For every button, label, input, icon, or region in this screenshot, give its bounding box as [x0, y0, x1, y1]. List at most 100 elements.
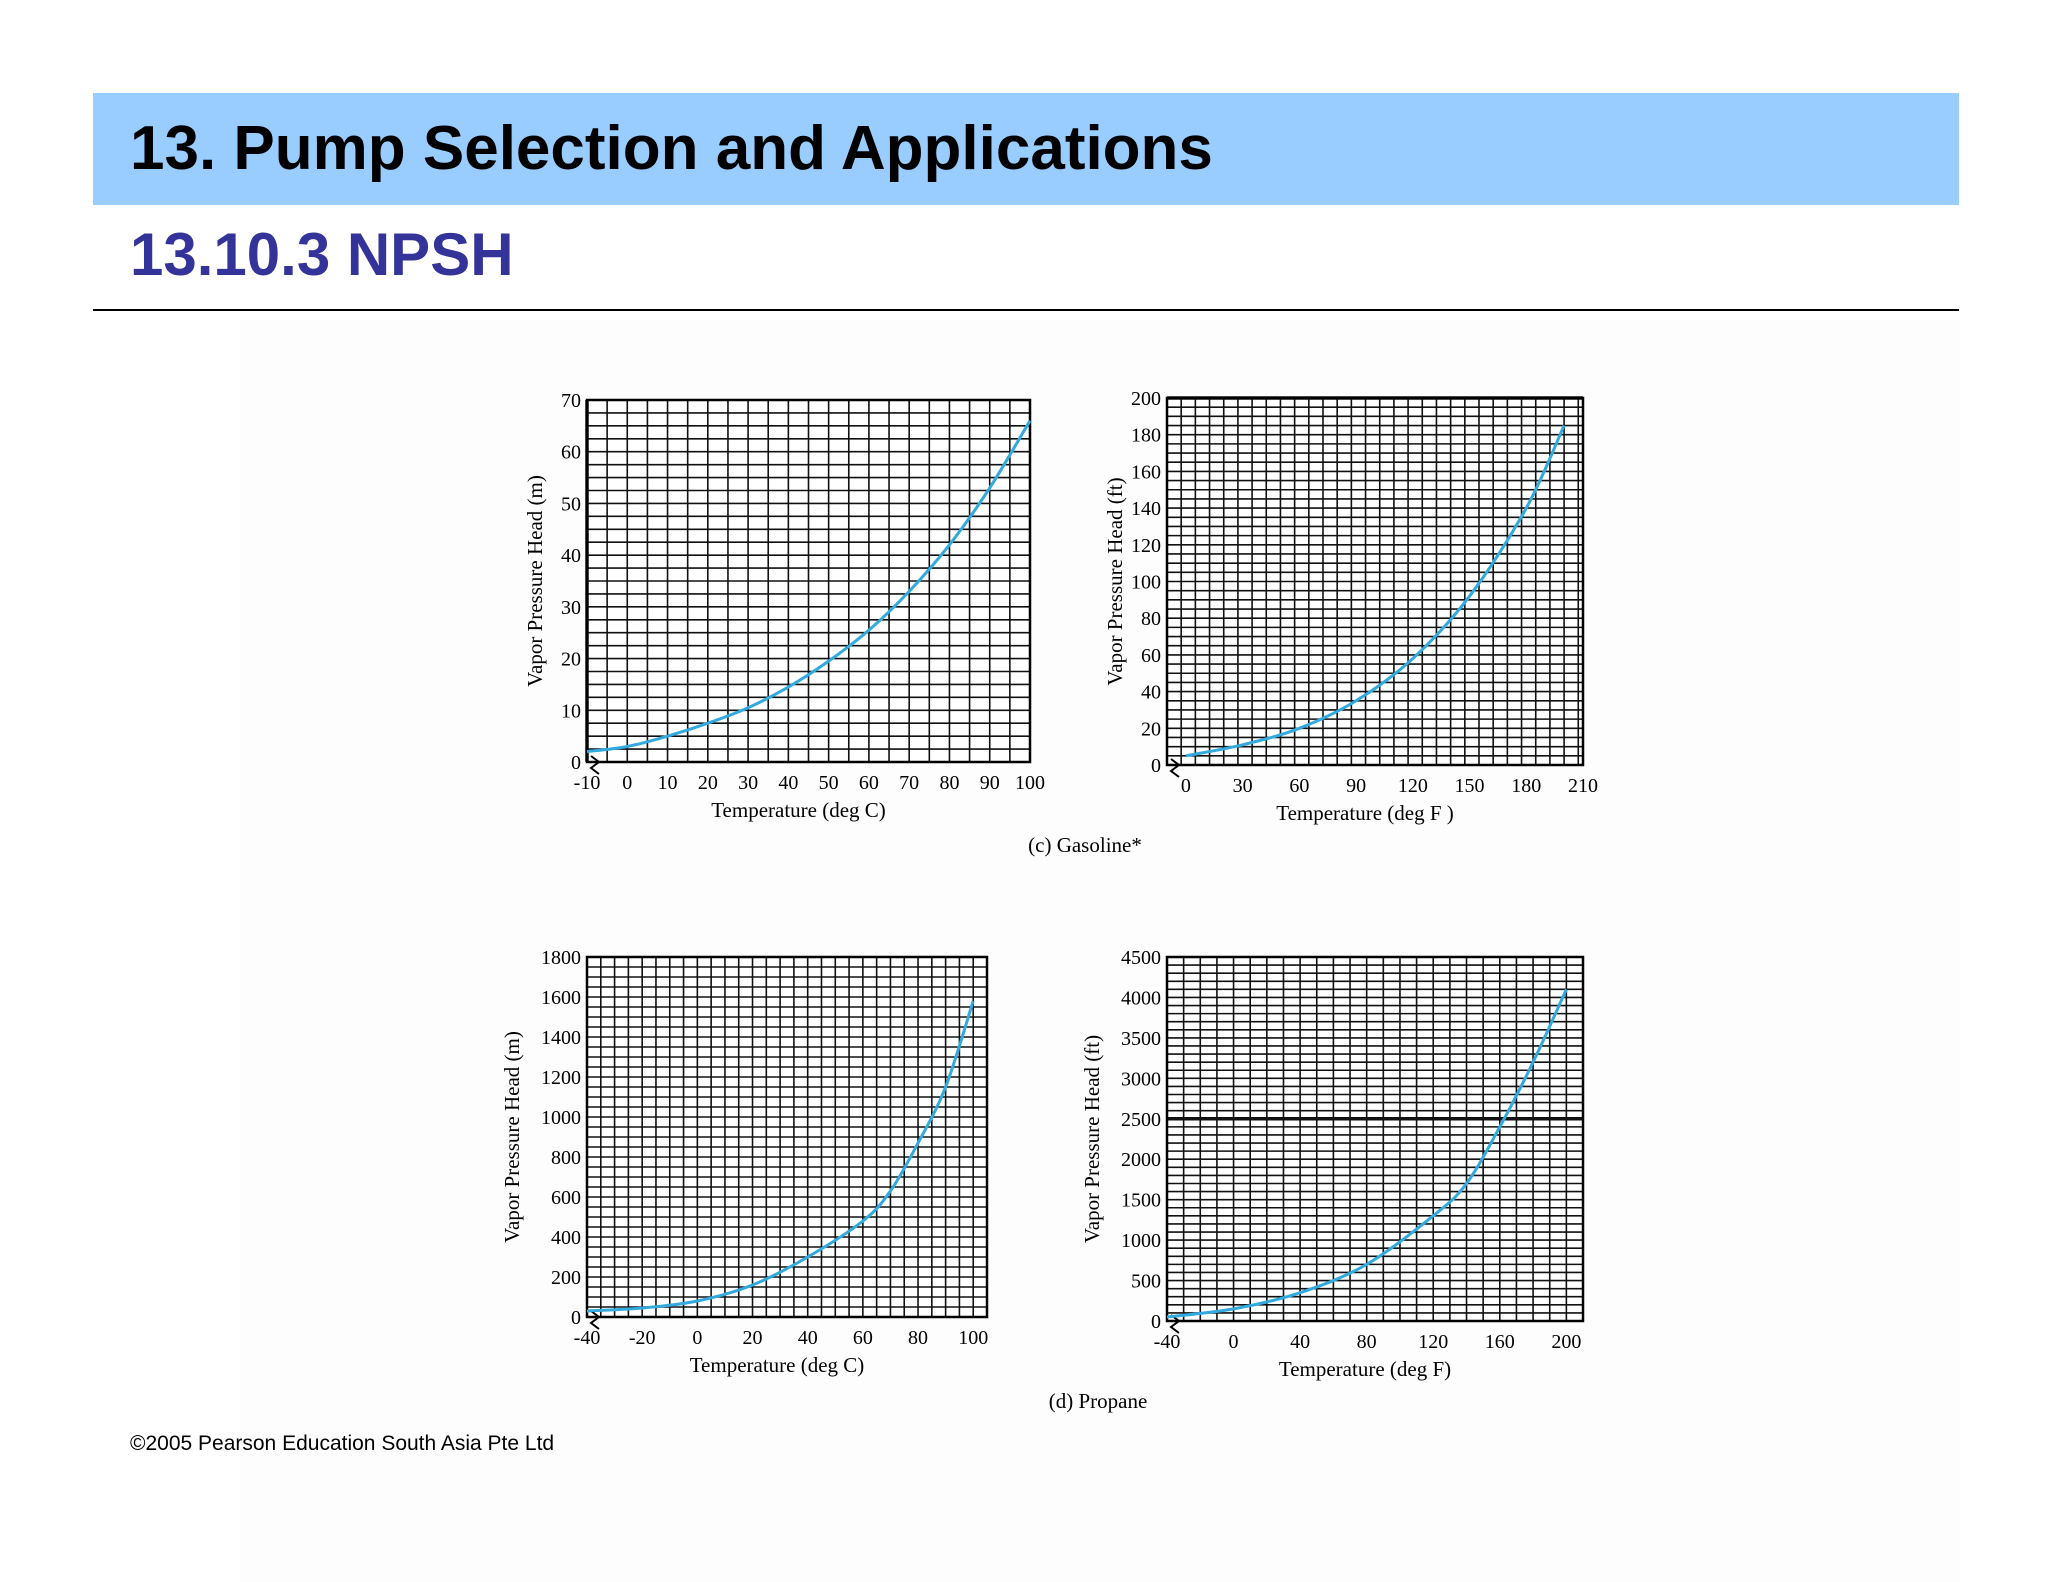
y-tick-label: 4000	[1121, 987, 1161, 1009]
y-tick-label: 2500	[1121, 1109, 1161, 1131]
chart-gasoline-bg: 0 30 60 90 120 150 180 210 0 20 40 60 80 100 120 140 160…	[1103, 388, 1598, 825]
x-tick-label: 0	[1181, 775, 1191, 797]
y-axis-label: Vapor Pressure Head (ft)	[1103, 477, 1127, 685]
y-axis-label: Vapor Pressure Head (m)	[523, 475, 547, 687]
copyright-notice: ©2005 Pearson Education South Asia Pte L…	[130, 1432, 555, 1455]
x-axis-label: Temperature (deg C)	[690, 1353, 865, 1377]
x-tick-label: 90	[1346, 775, 1366, 797]
x-tick-label: 0	[1229, 1331, 1239, 1353]
y-tick-label: 400	[551, 1227, 581, 1249]
page-title: 13. Pump Selection and Applications	[130, 114, 1213, 183]
caption-gasoline: (c) Gasoline*	[1028, 833, 1142, 857]
vapor-pressure-curve	[586, 419, 1032, 754]
plot-frame	[585, 398, 1032, 764]
x-tick-label: 20	[698, 772, 718, 794]
y-tick-label: 200	[1131, 388, 1161, 410]
x-tick-label: 50	[819, 772, 839, 794]
x-tick-label: 80	[939, 772, 959, 794]
x-tick-label: 200	[1551, 1331, 1581, 1353]
vapor-pressure-curve	[1166, 988, 1568, 1319]
y-tick-label: 80	[1141, 608, 1161, 630]
axis-break-marker	[589, 1310, 601, 1330]
x-tick-label: 100	[958, 1327, 988, 1349]
x-tick-label: 80	[908, 1327, 928, 1349]
y-tick-label: 1200	[541, 1067, 581, 1089]
y-tick-label: 3500	[1121, 1028, 1161, 1050]
x-tick-label: -20	[629, 1327, 656, 1349]
x-tick-label: 0	[692, 1327, 702, 1349]
y-tick-label: 1600	[541, 987, 581, 1009]
y-tick-label: 1400	[541, 1027, 581, 1049]
x-tick-label: 30	[738, 772, 758, 794]
y-tick-label: 1000	[1121, 1230, 1161, 1252]
x-tick-label: 60	[1289, 775, 1309, 797]
x-tick-label: 150	[1455, 775, 1485, 797]
x-axis-label: Temperature (deg C)	[711, 798, 886, 822]
x-tick-label: 40	[798, 1327, 818, 1349]
y-axis-label: Vapor Pressure Head (m)	[500, 1031, 524, 1243]
y-tick-label: 0	[571, 752, 581, 774]
y-tick-label: 600	[551, 1187, 581, 1209]
y-tick-label: 20	[1141, 718, 1161, 740]
y-tick-label: 50	[561, 493, 581, 515]
x-tick-label: -40	[574, 1327, 601, 1349]
y-tick-label: 800	[551, 1147, 581, 1169]
x-tick-label: 120	[1418, 1331, 1448, 1353]
y-tick-label: 3000	[1121, 1068, 1161, 1090]
y-tick-label: 60	[561, 442, 581, 464]
plot-frame	[1165, 396, 1585, 767]
y-tick-label: 160	[1131, 461, 1161, 483]
y-tick-label: 40	[1141, 682, 1161, 704]
x-tick-label: 210	[1568, 775, 1598, 797]
axis-break-marker	[1169, 1314, 1181, 1334]
y-tick-label: 0	[1151, 755, 1161, 777]
vapor-pressure-curve	[1185, 424, 1566, 758]
x-tick-label: 40	[1290, 1331, 1310, 1353]
caption-propane: (d) Propane	[1048, 1389, 1148, 1413]
y-tick-label: 100	[1131, 572, 1161, 594]
chart-propane-si: -40 -20 0 20 40 60 80 1000200400600800100012001…	[500, 947, 989, 1377]
x-tick-label: -40	[1154, 1331, 1181, 1353]
title-divider	[93, 309, 1959, 311]
x-tick-label: 10	[658, 772, 678, 794]
chart-gasoline-si: -10 0 10 20 30 40 50 60 70 80 90 100010203040506070…	[523, 390, 1045, 822]
x-tick-label: 80	[1357, 1331, 1377, 1353]
y-tick-label: 30	[561, 597, 581, 619]
y-tick-label: 70	[561, 390, 581, 412]
y-tick-label: 2000	[1121, 1149, 1161, 1171]
y-tick-label: 1500	[1121, 1190, 1161, 1212]
y-tick-label: 20	[561, 649, 581, 671]
y-tick-label: 60	[1141, 645, 1161, 667]
y-tick-label: 140	[1131, 498, 1161, 520]
x-tick-label: 70	[899, 772, 919, 794]
y-tick-label: 40	[561, 545, 581, 567]
axis-break-marker	[589, 755, 601, 775]
y-tick-label: 0	[571, 1307, 581, 1329]
y-tick-label: 500	[1131, 1271, 1161, 1293]
x-tick-label: 0	[622, 772, 632, 794]
section-subtitle: 13.10.3 NPSH	[130, 221, 514, 288]
figure-background	[240, 320, 1960, 1582]
x-tick-label: 180	[1511, 775, 1541, 797]
y-tick-label: 200	[551, 1267, 581, 1289]
x-tick-label: -10	[574, 772, 601, 794]
vapor-pressure-curve	[586, 1000, 975, 1313]
x-tick-label: 90	[980, 772, 1000, 794]
x-tick-label: 20	[743, 1327, 763, 1349]
y-tick-label: 1800	[541, 947, 581, 969]
x-tick-label: 60	[859, 772, 879, 794]
y-tick-label: 10	[561, 700, 581, 722]
y-tick-label: 1000	[541, 1107, 581, 1129]
plot-frame	[1165, 955, 1585, 1323]
x-tick-label: 120	[1398, 775, 1428, 797]
x-axis-label: Temperature (deg F)	[1279, 1357, 1451, 1381]
x-tick-label: 100	[1015, 772, 1045, 794]
x-tick-label: 60	[853, 1327, 873, 1349]
axis-break-marker	[1169, 758, 1181, 778]
plot-area	[1167, 957, 1583, 1321]
header-band	[93, 93, 1959, 205]
plot-frame	[585, 955, 989, 1319]
y-tick-label: 180	[1131, 425, 1161, 447]
x-tick-label: 160	[1485, 1331, 1515, 1353]
